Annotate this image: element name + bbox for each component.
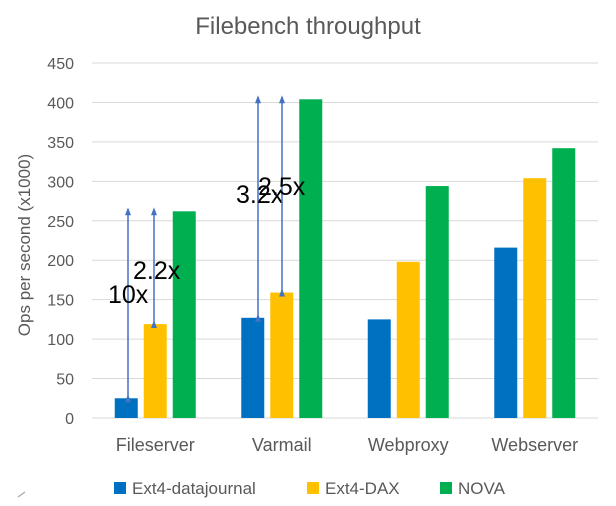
bar-varmail-ext4-datajournal [241, 317, 265, 418]
x-category-label: Varmail [252, 435, 312, 455]
y-tick-label: 300 [47, 174, 74, 191]
y-tick-label: 150 [47, 293, 74, 310]
bar-webproxy-ext4-datajournal [367, 319, 391, 418]
bar-webserver-ext4-datajournal [494, 247, 518, 418]
y-tick-label: 400 [47, 95, 74, 112]
bar-varmail-nova [299, 99, 323, 419]
legend-swatch [307, 482, 319, 494]
annotation-label: 10x [108, 281, 149, 309]
x-category-label: Webserver [491, 435, 578, 455]
legend: Ext4-datajournal Ext4-DAX NOVA [114, 479, 506, 498]
bar-webserver-ext4-dax [523, 178, 547, 418]
y-tick-label: 200 [47, 253, 74, 270]
y-tick-label: 250 [47, 214, 74, 231]
y-tick-label: 350 [47, 135, 74, 152]
annotation-label: 2.5x [258, 173, 306, 201]
legend-label: NOVA [458, 479, 506, 498]
legend-label: Ext4-datajournal [132, 479, 256, 498]
legend-label: Ext4-DAX [325, 479, 400, 498]
y-tick-label: 0 [65, 411, 74, 428]
annotation-label: 3.2x [236, 181, 284, 209]
y-tick-label: 50 [56, 372, 74, 389]
bar-webproxy-ext4-dax [396, 261, 420, 418]
bar-webserver-nova [552, 148, 576, 418]
legend-swatch [114, 482, 126, 494]
bar-fileserver-nova [172, 211, 196, 418]
bar-webproxy-nova [425, 186, 449, 418]
x-category-label: Webproxy [368, 435, 449, 455]
bar-fileserver-ext4-dax [143, 324, 167, 418]
legend-swatch [440, 482, 452, 494]
x-axis-categories: Fileserver Varmail Webproxy Webserver [116, 435, 578, 455]
chart-title: Filebench throughput [195, 13, 421, 40]
y-axis-ticks: 0 50 100 150 200 250 300 350 400 450 [47, 56, 74, 428]
y-tick-label: 100 [47, 332, 74, 349]
bars [114, 99, 576, 419]
x-category-label: Fileserver [116, 435, 195, 455]
y-axis-label: Ops per second (x1000) [15, 154, 34, 336]
gridlines [92, 62, 598, 419]
pen-icon [17, 491, 26, 498]
annotation-label: 2.2x [133, 257, 181, 285]
bar-varmail-ext4-dax [270, 292, 294, 418]
bar-fileserver-ext4-datajournal [114, 398, 138, 418]
y-tick-label: 450 [47, 56, 74, 73]
